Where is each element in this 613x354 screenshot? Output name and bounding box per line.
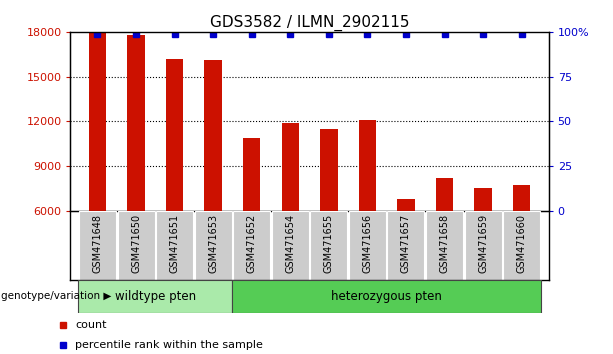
Bar [310, 211, 348, 280]
Bar [272, 211, 309, 280]
Text: GSM471652: GSM471652 [246, 214, 257, 273]
Bar [503, 211, 540, 280]
Text: genotype/variation ▶: genotype/variation ▶ [1, 291, 111, 302]
Bar [243, 138, 261, 211]
Bar [513, 185, 530, 211]
Text: GSM471651: GSM471651 [170, 214, 180, 273]
Bar [465, 211, 501, 280]
Text: heterozygous pten: heterozygous pten [331, 290, 442, 303]
Text: GSM471650: GSM471650 [131, 214, 141, 273]
Bar [281, 124, 299, 211]
Bar [436, 178, 453, 211]
Bar [349, 211, 386, 280]
Text: GSM471658: GSM471658 [440, 214, 449, 273]
Bar [78, 280, 232, 313]
Text: GSM471660: GSM471660 [517, 214, 527, 273]
Bar [118, 211, 154, 280]
Text: GSM471659: GSM471659 [478, 214, 488, 273]
Bar [387, 211, 424, 280]
Bar [474, 188, 492, 211]
Bar [359, 120, 376, 211]
Text: count: count [75, 320, 107, 330]
Text: GSM471655: GSM471655 [324, 214, 334, 273]
Bar [426, 211, 463, 280]
Bar [156, 211, 193, 280]
Bar [79, 211, 116, 280]
Bar [397, 199, 414, 211]
Bar [89, 32, 106, 211]
Text: GSM471657: GSM471657 [401, 214, 411, 273]
Bar [195, 211, 232, 280]
Text: GSM471654: GSM471654 [285, 214, 295, 273]
Bar [205, 60, 222, 211]
Text: GSM471656: GSM471656 [362, 214, 373, 273]
Bar [166, 59, 183, 211]
Bar [233, 211, 270, 280]
Text: wildtype pten: wildtype pten [115, 290, 196, 303]
Bar [320, 130, 338, 211]
Text: GSM471648: GSM471648 [93, 214, 102, 273]
Text: percentile rank within the sample: percentile rank within the sample [75, 340, 263, 350]
Title: GDS3582 / ILMN_2902115: GDS3582 / ILMN_2902115 [210, 14, 409, 30]
Bar [232, 280, 541, 313]
Bar [128, 35, 145, 211]
Text: GSM471653: GSM471653 [208, 214, 218, 273]
